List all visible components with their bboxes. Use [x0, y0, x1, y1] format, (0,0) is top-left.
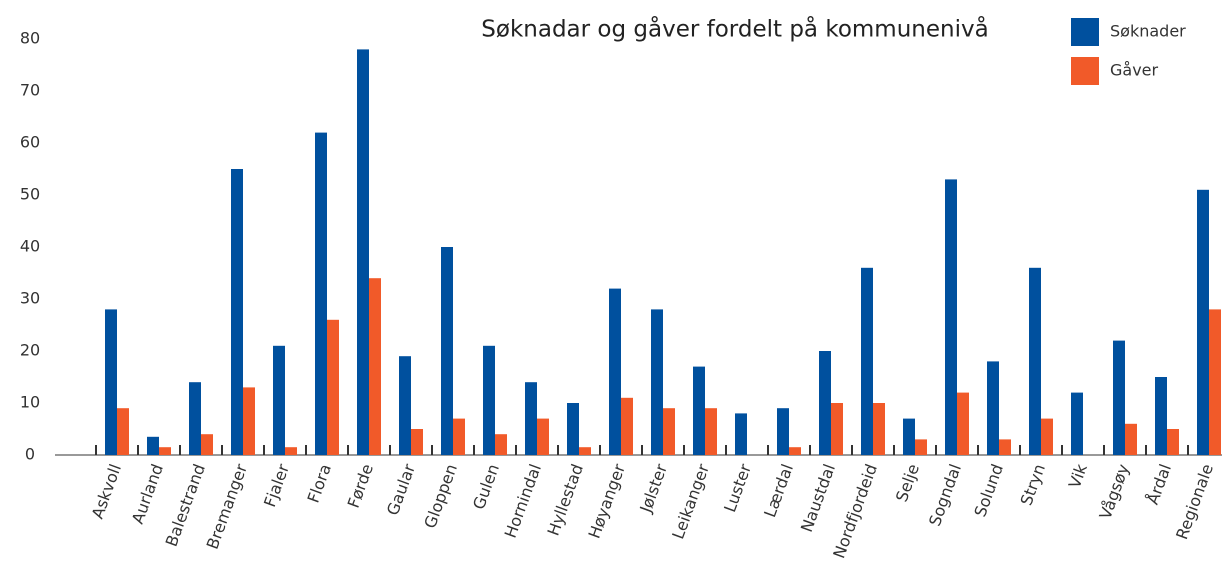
- bar: [117, 408, 129, 455]
- bar: [315, 132, 327, 455]
- x-tick-label: Fjaler: [260, 461, 293, 510]
- x-tick-label: Årdal: [1143, 461, 1175, 507]
- y-tick-label: 0: [25, 445, 35, 464]
- y-tick-label: 70: [20, 81, 40, 100]
- bar: [873, 403, 885, 455]
- x-tick-label: Askvoll: [88, 461, 125, 521]
- x-tick-label: Gaular: [383, 461, 419, 518]
- bar: [915, 439, 927, 455]
- x-tick-label: Nordfjordeid: [829, 461, 881, 561]
- x-tick-label: Bremanger: [203, 461, 251, 552]
- x-tick-label: Jølster: [636, 461, 671, 516]
- bar: [999, 439, 1011, 455]
- x-tick-label: Hyllestad: [544, 461, 587, 538]
- x-tick-label: Vik: [1065, 461, 1091, 491]
- bar: [693, 366, 705, 455]
- chart-title: Søknadar og gåver fordelt på kommunenivå: [481, 15, 988, 43]
- bar: [495, 434, 507, 455]
- bar: [231, 169, 243, 455]
- bar: [411, 429, 423, 455]
- bar: [147, 436, 159, 455]
- x-tick-label: Førde: [344, 461, 377, 510]
- x-tick-label: Leikanger: [668, 461, 713, 542]
- x-tick-label: Gloppen: [420, 461, 461, 530]
- x-tick-label: Balestrand: [162, 461, 209, 549]
- bar: [159, 447, 171, 455]
- legend-label: Gåver: [1110, 61, 1159, 80]
- bar: [441, 247, 453, 455]
- x-tick-label: Flora: [304, 461, 335, 505]
- bar: [285, 447, 297, 455]
- bar: [1125, 423, 1137, 455]
- bar: [273, 345, 285, 455]
- bar: [1167, 429, 1179, 455]
- bar: [957, 392, 969, 455]
- x-tick-label: Vågsøy: [1096, 461, 1133, 521]
- bar: [369, 278, 381, 455]
- x-tick-label: Solund: [970, 461, 1007, 519]
- y-tick-label: 80: [20, 29, 40, 48]
- legend-swatch: [1071, 18, 1099, 46]
- bar: [945, 179, 957, 455]
- x-tick-label: Høyanger: [585, 461, 630, 541]
- y-tick-label: 50: [20, 185, 40, 204]
- bar: [399, 356, 411, 455]
- y-tick-label: 60: [20, 133, 40, 152]
- bar: [987, 361, 999, 455]
- bar: [831, 403, 843, 455]
- bar: [1155, 377, 1167, 455]
- x-tick-label: Lærdal: [760, 461, 797, 519]
- x-tick-label: Selje: [892, 461, 923, 504]
- bar: [705, 408, 717, 455]
- bar: [777, 408, 789, 455]
- x-tick-label: Gulen: [469, 461, 503, 512]
- bar: [651, 309, 663, 455]
- x-tick-label: Luster: [720, 461, 755, 515]
- x-tick-label: Stryn: [1017, 461, 1049, 508]
- bar: [327, 319, 339, 455]
- x-tick-label: Regionale: [1172, 461, 1217, 542]
- bar: [789, 447, 801, 455]
- x-tick-label: Aurland: [128, 461, 167, 526]
- legend-swatch: [1071, 57, 1099, 85]
- y-tick-label: 30: [20, 289, 40, 308]
- bar: [1071, 392, 1083, 455]
- y-tick-label: 20: [20, 341, 40, 360]
- y-tick-label: 40: [20, 237, 40, 256]
- bar: [525, 382, 537, 455]
- bar: [357, 49, 369, 456]
- bar: [1197, 189, 1209, 456]
- bar: [579, 447, 591, 455]
- bar: [903, 418, 915, 455]
- x-tick-label: Sogndal: [925, 461, 965, 528]
- bar: [621, 397, 633, 455]
- bar: [201, 434, 213, 455]
- bar: [735, 413, 747, 455]
- bar: [1209, 309, 1221, 455]
- bar: [567, 403, 579, 455]
- bar: [1041, 418, 1053, 455]
- bar: [483, 345, 495, 455]
- bar: [243, 387, 255, 455]
- bar: [663, 408, 675, 455]
- bar: [537, 418, 549, 455]
- bar: [819, 351, 831, 455]
- x-tick-label: Naustdal: [797, 461, 839, 534]
- bar: [1029, 267, 1041, 455]
- bar: [453, 418, 465, 455]
- bar: [105, 309, 117, 455]
- x-tick-label: Hornindal: [501, 461, 545, 540]
- y-tick-label: 10: [20, 393, 40, 412]
- bar: [1113, 340, 1125, 455]
- bar: [861, 267, 873, 455]
- bar: [609, 288, 621, 455]
- legend-label: Søknader: [1110, 22, 1186, 41]
- bar: [189, 382, 201, 455]
